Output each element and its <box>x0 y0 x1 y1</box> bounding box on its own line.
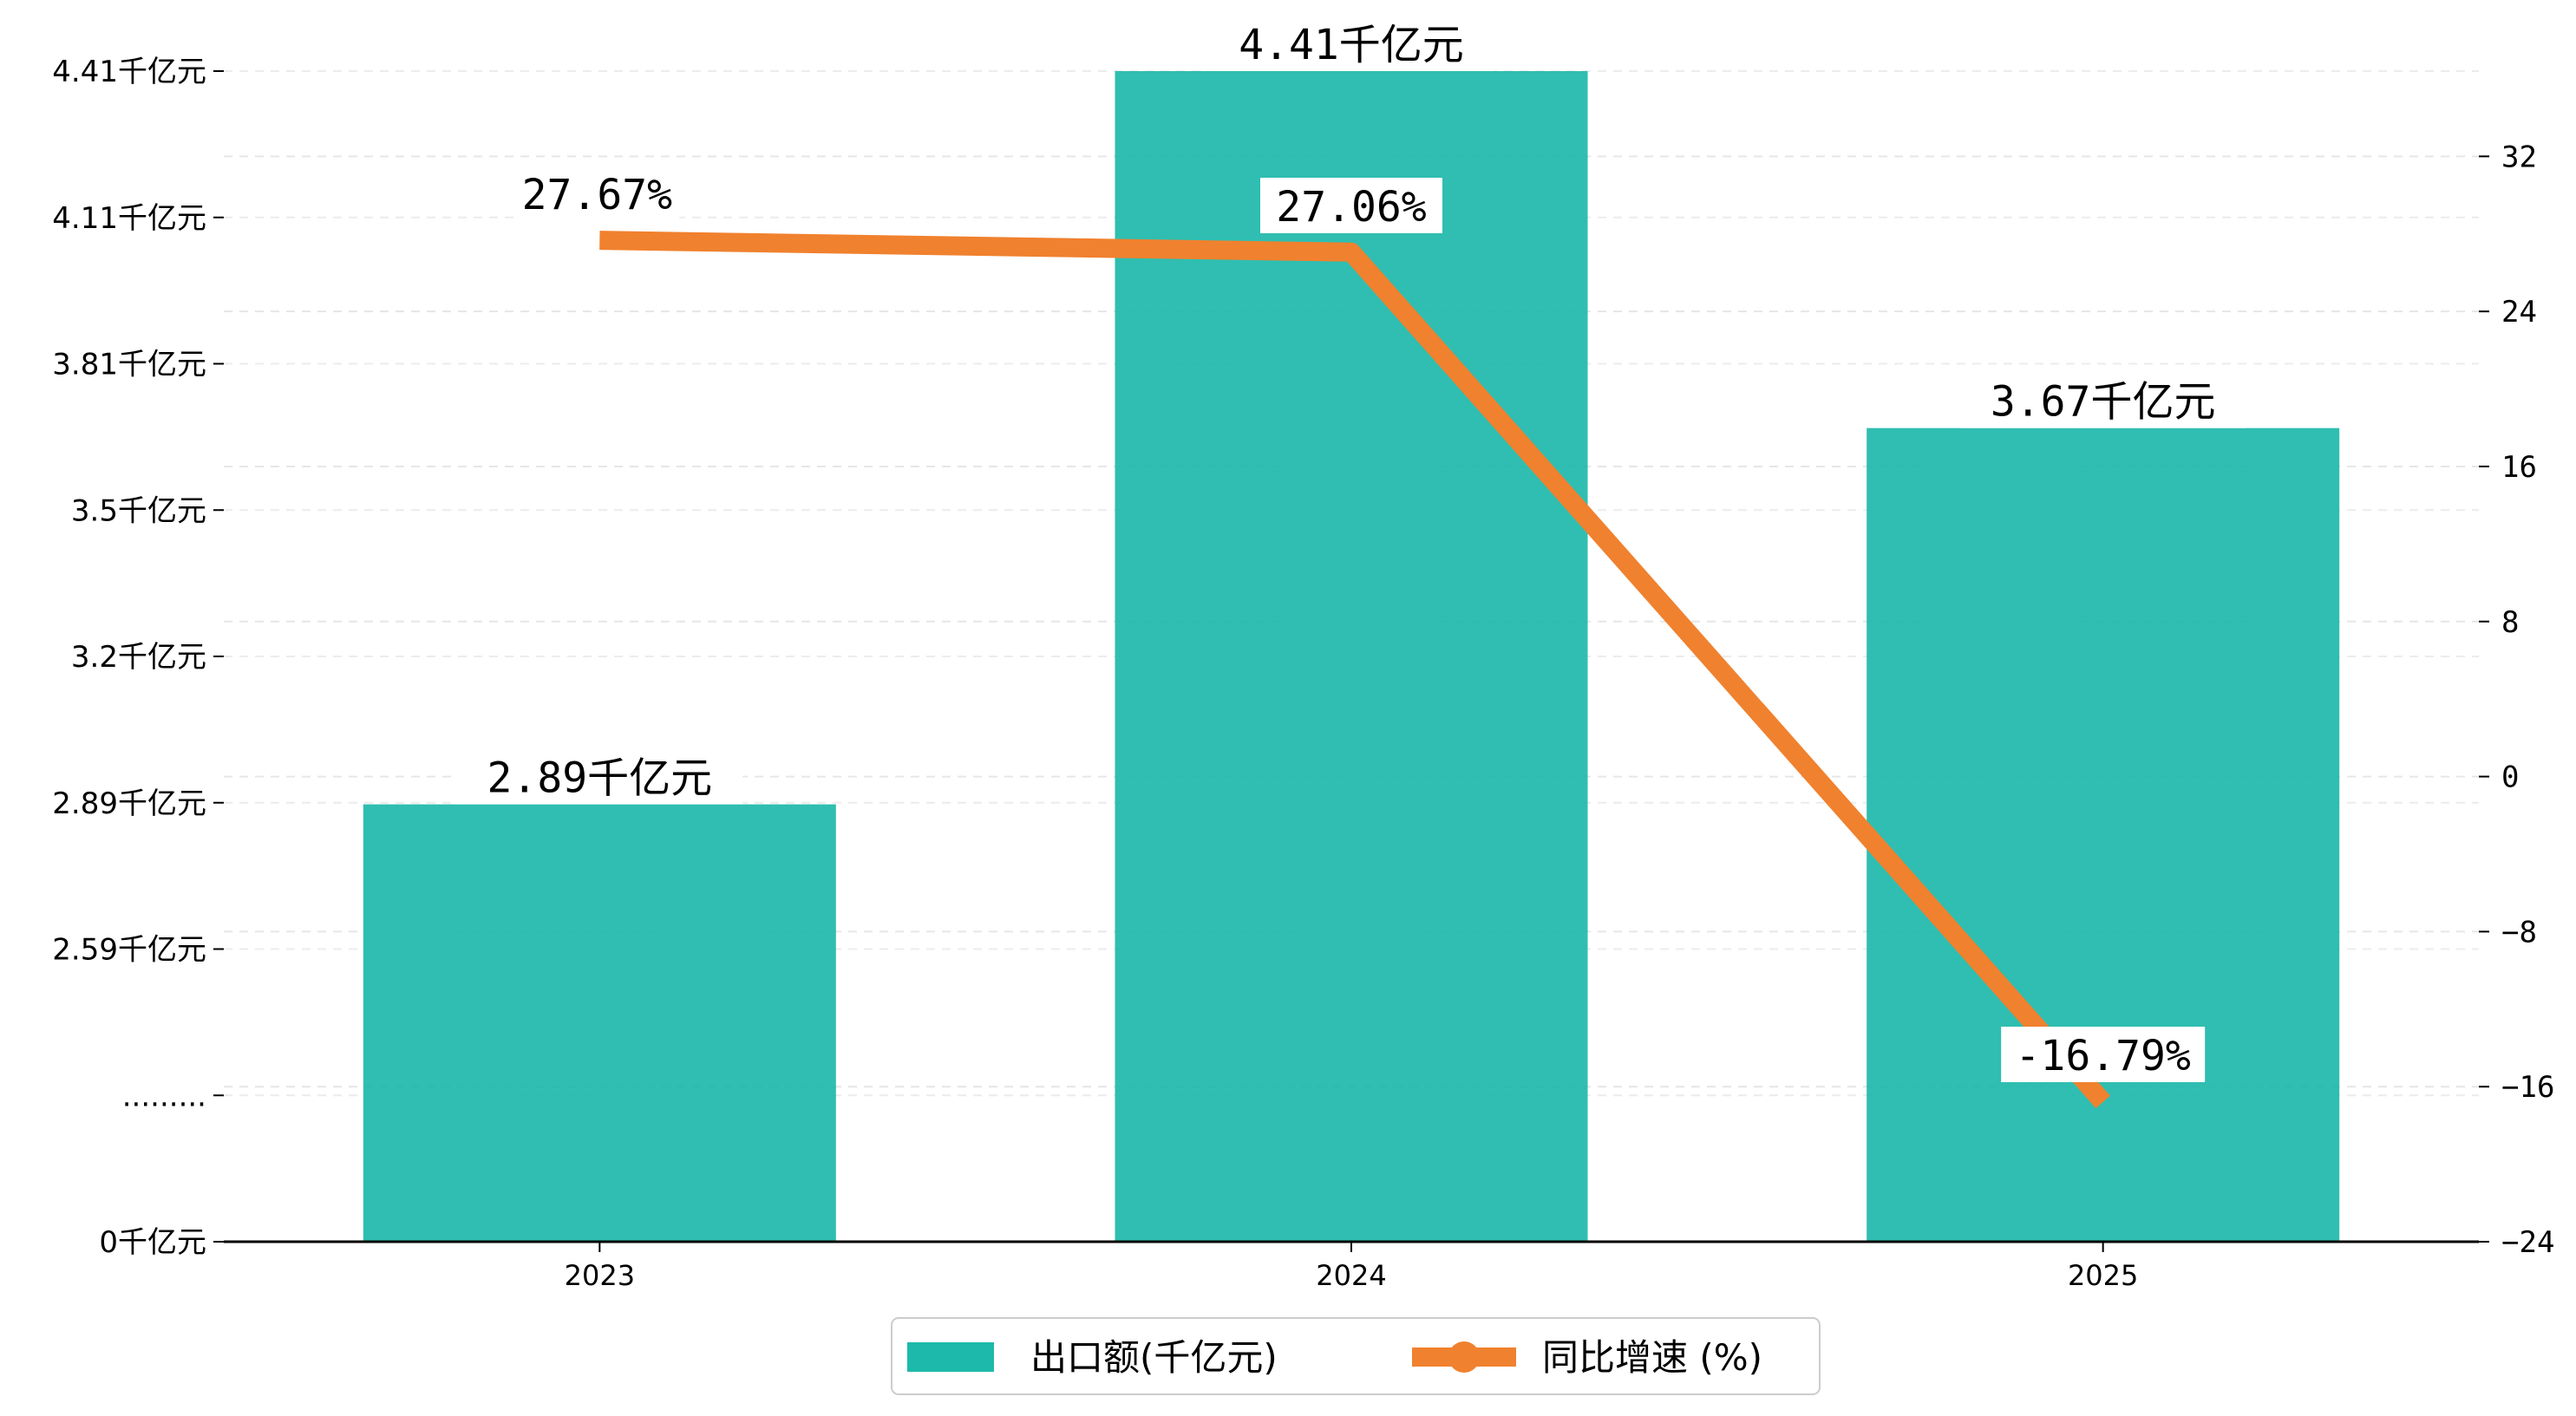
line-value-label-2025: -16.79% <box>2016 1032 2191 1080</box>
left-axis-tick-label-4: 3.2千亿元 <box>71 640 206 675</box>
line-value-label-2024: 27.06% <box>1276 183 1426 232</box>
legend-box <box>891 1317 1821 1395</box>
axes: 0千亿元......... 2.59千亿元 2.89千亿元 3.2千亿元 3.5千亿元 3… <box>52 55 2554 1292</box>
legend-label-bar: 出口额(千亿元) <box>1030 1336 1278 1379</box>
bar-value-label-2023-bg <box>456 748 743 805</box>
line-series <box>599 231 2110 1109</box>
bar-value-label-2023: 2.89千亿元 <box>487 754 713 803</box>
bar-value-label-2024: 4.41千亿元 <box>1239 21 1464 69</box>
bar-2025 <box>1867 427 2340 1243</box>
right-axis-tick-label-1: −16 <box>2501 1070 2554 1105</box>
legend-swatch-bar <box>907 1342 994 1372</box>
legend-label-line: 同比增速 (%) <box>1542 1336 1762 1379</box>
left-axis-tick-label-1: ......... <box>122 1079 206 1113</box>
left-axis-tick-label-5: 3.5千亿元 <box>71 493 206 528</box>
right-axis-tick-label-2: −8 <box>2501 915 2537 949</box>
left-axis-tick-label-8: 4.41千亿元 <box>52 55 206 89</box>
right-axis-tick-label-6: 24 <box>2501 295 2537 330</box>
left-axis-tick-label-7: 4.11千亿元 <box>52 201 206 236</box>
right-axis-tick-label-0: −24 <box>2501 1225 2554 1260</box>
left-axis-tick-label-3: 2.89千亿元 <box>52 786 206 821</box>
legend: 出口额(千亿元) 同比增速 (%) <box>891 1317 1821 1395</box>
bar-value-label-2024-bg <box>1208 16 1494 71</box>
x-axis-tick-label-2025: 2025 <box>2068 1259 2138 1292</box>
right-axis-tick-label-5: 16 <box>2501 450 2537 485</box>
right-axis-tick-label-7: 32 <box>2501 140 2537 174</box>
left-axis-tick-label-6: 3.81千亿元 <box>52 348 206 382</box>
left-axis-tick-label-2: 2.59千亿元 <box>52 933 206 968</box>
growth-line <box>599 231 2110 1109</box>
right-axis-tick-label-3: 0 <box>2501 760 2519 795</box>
line-value-label-2023-bg <box>514 166 680 221</box>
line-value-label-2023: 27.67% <box>522 171 672 219</box>
x-axis-tick-label-2023: 2023 <box>565 1259 635 1292</box>
bar-value-label-2025-bg <box>1959 372 2246 428</box>
legend-swatch-marker <box>1448 1341 1480 1373</box>
bar-value-label-2025: 3.67千亿元 <box>1991 378 2216 427</box>
right-axis-tick-label-4: 8 <box>2501 605 2519 640</box>
line-value-label-2024-bg <box>1260 178 1442 233</box>
line-value-label-2025-bg <box>2001 1027 2206 1082</box>
left-axis-tick-label-0: 0千亿元 <box>99 1225 206 1260</box>
bar-2023 <box>363 804 836 1242</box>
x-axis-tick-label-2024: 2024 <box>1316 1259 1386 1292</box>
data-labels: 2.89千亿元 4.41千亿元 3.67千亿元 27.67% 27.06% -16.79% <box>456 16 2246 1082</box>
